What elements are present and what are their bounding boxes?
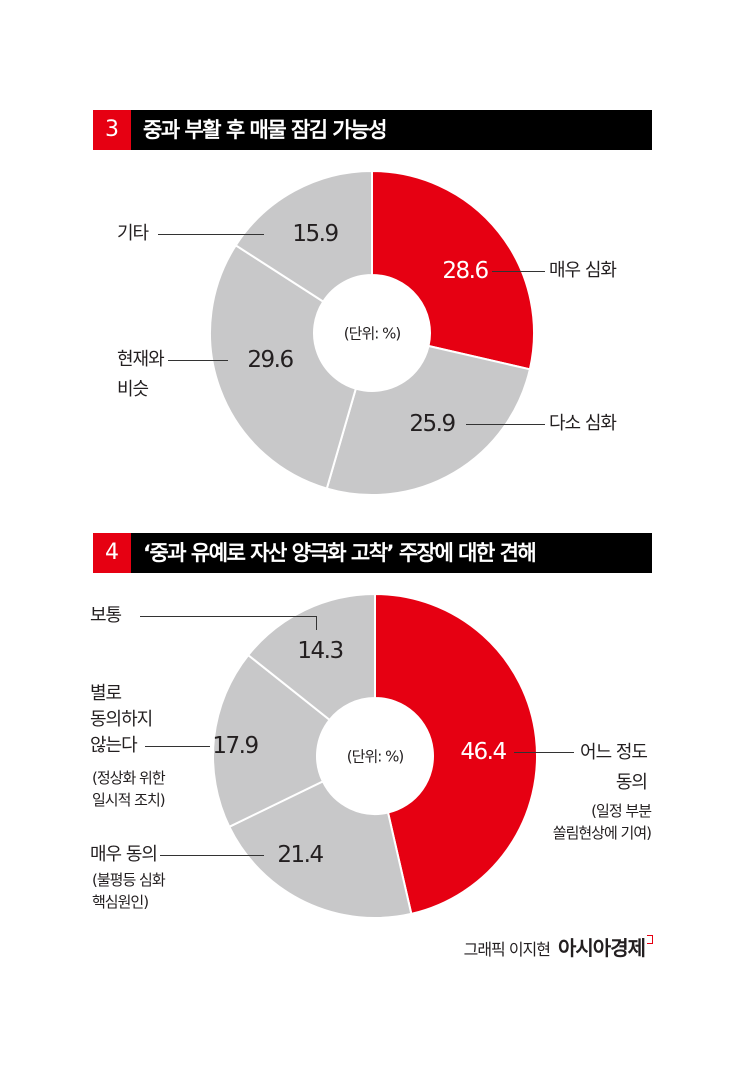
chart3-value-label-0: 28.6 bbox=[442, 258, 489, 284]
chart4-category-label-3: 보통 bbox=[90, 605, 122, 626]
chart3-slice-0 bbox=[371, 169, 535, 371]
chart3-slice-1 bbox=[325, 344, 532, 496]
chart4-note-1: (불평등 심화 핵심원인) bbox=[92, 871, 166, 911]
footer-credit: 그래픽 이지현 bbox=[463, 940, 551, 959]
chart3-unit-label: (단위: %) bbox=[343, 324, 401, 343]
chart4-leader-line-0 bbox=[514, 752, 574, 753]
chart3-leader-line-0 bbox=[492, 271, 545, 272]
chart4-leader-line-2 bbox=[145, 746, 210, 747]
chart4-slice-2 bbox=[212, 653, 332, 829]
chart4-note-0: (일정 부분 쏠림현상에 기여) bbox=[552, 802, 652, 842]
chart3-slice-2 bbox=[209, 243, 358, 490]
chart4-value-label-1: 21.4 bbox=[277, 842, 324, 868]
footer-brand-logo: 아시아경제 bbox=[558, 936, 646, 960]
chart3-leader-line-3 bbox=[158, 234, 264, 235]
chart4-category-label-0: 어느 정도 동의 bbox=[580, 742, 648, 793]
brand-mark-icon bbox=[647, 935, 653, 944]
chart3-category-label-3: 기타 bbox=[117, 223, 149, 244]
chart4-leader-line-3 bbox=[140, 616, 316, 617]
chart3-slice-3 bbox=[234, 169, 373, 303]
chart4-title: ‘중과 유예로 자산 양극화 고착’ 주장에 대한 견해 bbox=[143, 541, 537, 565]
chart4-value-label-2: 17.9 bbox=[212, 733, 259, 759]
chart3-number: 3 bbox=[93, 110, 131, 150]
chart4-value-label-3: 14.3 bbox=[297, 638, 344, 664]
chart3-title: 중과 부활 후 매물 잠김 가능성 bbox=[143, 118, 387, 142]
chart4-header: 4 ‘중과 유예로 자산 양극화 고착’ 주장에 대한 견해 bbox=[93, 533, 652, 573]
chart4-slice-1 bbox=[227, 780, 413, 919]
chart4-note-2: (정상화 위한 일시적 조치) bbox=[92, 769, 166, 809]
chart4-number: 4 bbox=[93, 533, 131, 573]
chart3-category-label-0: 매우 심화 bbox=[549, 260, 617, 281]
chart3-category-label-1: 다소 심화 bbox=[549, 413, 617, 434]
chart4-category-label-1: 매우 동의 bbox=[90, 844, 158, 865]
chart3-header: 3 중과 부활 후 매물 잠김 가능성 bbox=[93, 110, 652, 150]
chart3-category-label-2: 현재와 비슷 bbox=[117, 349, 165, 400]
chart4-value-label-0: 46.4 bbox=[460, 739, 507, 765]
chart4-unit-label: (단위: %) bbox=[346, 747, 404, 766]
chart4-slice-3 bbox=[246, 592, 376, 722]
chart3-leader-line-2 bbox=[168, 360, 228, 361]
chart4-category-label-2: 별로 동의하지 않는다 bbox=[90, 683, 153, 756]
footer: 그래픽 이지현 아시아경제 bbox=[464, 932, 653, 961]
chart4-leader-line-1 bbox=[160, 855, 264, 856]
chart3-value-label-1: 25.9 bbox=[409, 411, 456, 437]
chart3-value-label-2: 29.6 bbox=[247, 347, 294, 373]
chart3-value-label-3: 15.9 bbox=[292, 221, 339, 247]
chart3-leader-line-1 bbox=[466, 424, 545, 425]
chart4-slice-0 bbox=[374, 592, 538, 916]
chart4-leader-line-3-drop bbox=[316, 616, 317, 630]
